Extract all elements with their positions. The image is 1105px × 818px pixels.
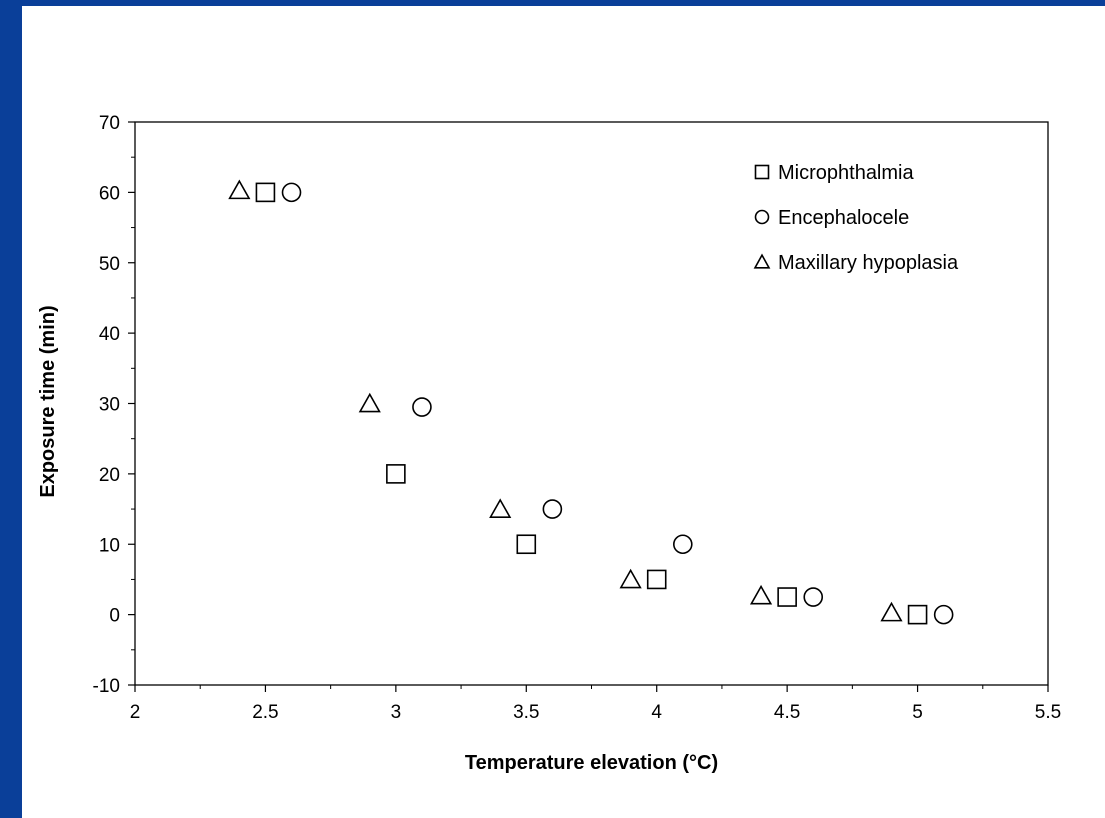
- x-tick-label: 3.5: [513, 702, 539, 723]
- circle-point: [412, 397, 432, 417]
- square-point: [777, 587, 797, 607]
- plot-area: [134, 121, 1049, 686]
- triangle-point: [749, 584, 773, 605]
- x-tick-label: 4.5: [774, 702, 800, 723]
- square-point: [386, 464, 406, 484]
- x-tick-label: 5.5: [1035, 702, 1061, 723]
- y-tick-label: 20: [99, 465, 120, 486]
- x-axis-title: Temperature elevation (°C): [465, 752, 718, 774]
- frame-top-bar: [0, 0, 1105, 6]
- y-tick-label: 30: [99, 395, 120, 416]
- y-tick-label: 0: [109, 606, 120, 627]
- triangle-point: [880, 601, 903, 622]
- x-tick-label: 2: [130, 702, 141, 723]
- y-tick-label: 50: [99, 254, 120, 275]
- legend-triangle-icon: [753, 253, 771, 269]
- square-point: [255, 182, 276, 203]
- frame-left-bar: [0, 0, 22, 818]
- legend-circle-icon: [754, 209, 770, 225]
- circle-point: [281, 182, 302, 203]
- square-point: [516, 534, 537, 555]
- circle-point: [933, 604, 954, 625]
- legend-label: Encephalocele: [778, 207, 909, 229]
- y-axis-title: Exposure time (min): [37, 305, 59, 497]
- x-tick-label: 2.5: [252, 702, 278, 723]
- x-tick-label: 3: [391, 702, 402, 723]
- triangle-point: [358, 392, 381, 413]
- y-tick-label: 60: [99, 183, 120, 204]
- circle-point: [803, 587, 824, 607]
- square-point: [646, 569, 667, 590]
- triangle-point: [619, 568, 642, 589]
- square-point: [907, 604, 928, 625]
- legend-label: Microphthalmia: [778, 162, 914, 184]
- triangle-point: [489, 498, 512, 518]
- x-tick-label: 5: [912, 702, 923, 723]
- y-tick-label: 40: [99, 324, 120, 345]
- triangle-point: [228, 179, 251, 200]
- y-tick-label: -10: [93, 676, 120, 697]
- legend-label: Maxillary hypoplasia: [778, 252, 959, 274]
- x-tick-label: 4: [651, 702, 662, 723]
- y-tick-label: 10: [99, 535, 120, 556]
- circle-point: [542, 499, 563, 519]
- y-tick-label: 70: [99, 113, 120, 134]
- circle-point: [672, 534, 693, 555]
- legend-square-icon: [754, 164, 770, 180]
